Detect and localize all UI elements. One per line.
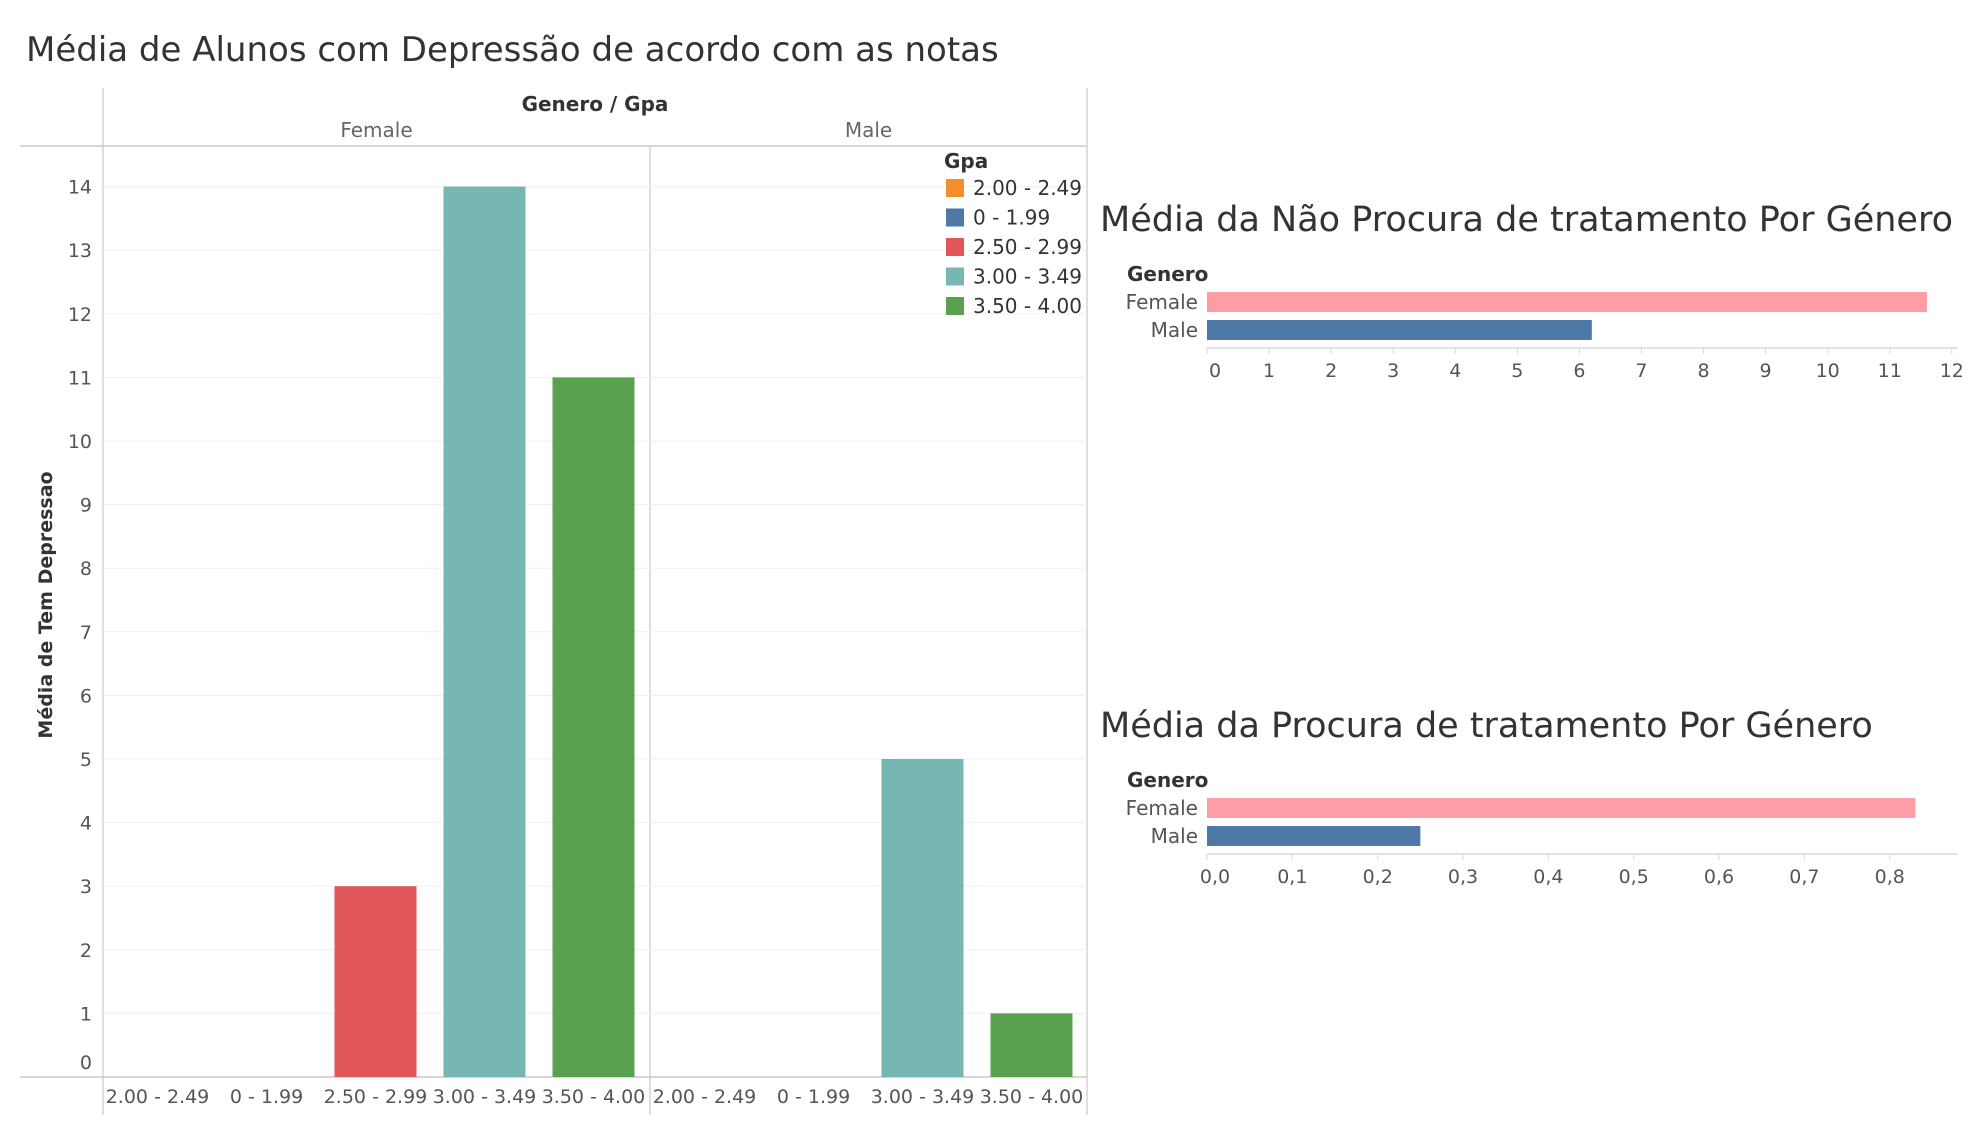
x-tick-label: 4 bbox=[1449, 360, 1461, 382]
x-tick-label: 0,2 bbox=[1363, 866, 1393, 888]
legend-label: 2.00 - 2.49 bbox=[973, 176, 1082, 200]
x-tick-label: 0,7 bbox=[1789, 866, 1819, 888]
row-header: Genero bbox=[1127, 262, 1208, 286]
y-tick-label: 14 bbox=[68, 177, 92, 199]
x-tick-label: 5 bbox=[1511, 360, 1523, 382]
legend-label: 0 - 1.99 bbox=[973, 206, 1050, 230]
y-tick-label: 5 bbox=[80, 749, 92, 771]
x-tick-label: 6 bbox=[1573, 360, 1585, 382]
y-axis-label: Média de Tem Depressao bbox=[35, 471, 57, 738]
bar-male-2 bbox=[881, 759, 964, 1077]
x-tick-label: 0,6 bbox=[1704, 866, 1734, 888]
y-tick-label: 3 bbox=[80, 876, 92, 898]
treated-chart-title: Média da Procura de tratamento Por Géner… bbox=[1100, 706, 1873, 746]
x-tick-label: 11 bbox=[1878, 360, 1902, 382]
x-tick-label: 10 bbox=[1816, 360, 1840, 382]
legend-label: 2.50 - 2.99 bbox=[973, 235, 1082, 259]
x-tick-label: 0,8 bbox=[1875, 866, 1905, 888]
x-tick-label: 3.50 - 4.00 bbox=[980, 1086, 1084, 1108]
x-tick-label: 2.50 - 2.99 bbox=[324, 1086, 428, 1108]
legend-title: Gpa bbox=[944, 149, 988, 173]
column-header: Genero / Gpa bbox=[522, 92, 669, 116]
row-header: Genero bbox=[1127, 768, 1208, 792]
legend-swatch bbox=[946, 208, 964, 227]
x-tick-label: 3 bbox=[1387, 360, 1399, 382]
x-tick-label: 0,1 bbox=[1277, 866, 1307, 888]
y-tick-label: 11 bbox=[68, 367, 92, 389]
row-label-female: Female bbox=[1126, 290, 1198, 314]
x-tick-label: 2.00 - 2.49 bbox=[653, 1086, 757, 1108]
legend-swatch bbox=[946, 297, 964, 315]
x-tick-label: 0 - 1.99 bbox=[777, 1086, 850, 1108]
row-label-male: Male bbox=[1151, 318, 1198, 342]
x-tick-label: 12 bbox=[1940, 360, 1964, 382]
x-tick-label: 2 bbox=[1325, 360, 1337, 382]
x-tick-label: 3.00 - 3.49 bbox=[871, 1086, 975, 1108]
x-tick-label: 1 bbox=[1263, 360, 1275, 382]
bar-female bbox=[1207, 798, 1916, 818]
legend-label: 3.00 - 3.49 bbox=[973, 265, 1082, 289]
main-chart-title: Média de Alunos com Depressão de acordo … bbox=[26, 30, 999, 70]
panel-label-female: Female bbox=[340, 118, 412, 142]
x-tick-label: 9 bbox=[1760, 360, 1772, 382]
y-tick-label: 9 bbox=[80, 495, 92, 517]
y-tick-label: 2 bbox=[80, 940, 92, 962]
y-tick-label: 13 bbox=[68, 240, 92, 262]
legend-swatch bbox=[946, 238, 964, 256]
x-tick-label: 0,3 bbox=[1448, 866, 1478, 888]
x-tick-label: 3.50 - 4.00 bbox=[542, 1086, 646, 1108]
y-tick-label: 1 bbox=[80, 1003, 92, 1025]
bar-female-4 bbox=[552, 377, 635, 1077]
y-tick-label: 6 bbox=[80, 685, 92, 707]
y-tick-label: 0 bbox=[80, 1052, 92, 1074]
bar-male bbox=[1207, 826, 1421, 846]
y-tick-label: 7 bbox=[80, 622, 92, 644]
bar-female-3 bbox=[443, 186, 526, 1078]
panel-label-male: Male bbox=[845, 118, 892, 142]
x-tick-label: 0,0 bbox=[1200, 866, 1230, 888]
y-tick-label: 10 bbox=[68, 431, 92, 453]
bar-female-2 bbox=[334, 886, 417, 1077]
row-label-male: Male bbox=[1151, 824, 1198, 848]
y-tick-label: 4 bbox=[80, 813, 92, 835]
legend-swatch bbox=[946, 179, 964, 197]
x-tick-label: 0 bbox=[1209, 360, 1221, 382]
x-tick-label: 8 bbox=[1697, 360, 1709, 382]
x-tick-label: 0,4 bbox=[1533, 866, 1563, 888]
bar-female bbox=[1207, 292, 1927, 312]
untreated-chart-title: Média da Não Procura de tratamento Por G… bbox=[1100, 200, 1953, 240]
row-label-female: Female bbox=[1126, 796, 1198, 820]
x-tick-label: 2.00 - 2.49 bbox=[106, 1086, 210, 1108]
x-tick-label: 0,5 bbox=[1619, 866, 1649, 888]
bar-male-3 bbox=[990, 1013, 1073, 1077]
x-tick-label: 0 - 1.99 bbox=[230, 1086, 303, 1108]
y-tick-label: 8 bbox=[80, 558, 92, 580]
x-tick-label: 7 bbox=[1635, 360, 1647, 382]
bar-male bbox=[1207, 320, 1592, 340]
x-tick-label: 3.00 - 3.49 bbox=[433, 1086, 537, 1108]
y-tick-label: 12 bbox=[68, 304, 92, 326]
legend-swatch bbox=[946, 267, 964, 286]
legend-label: 3.50 - 4.00 bbox=[973, 294, 1082, 318]
